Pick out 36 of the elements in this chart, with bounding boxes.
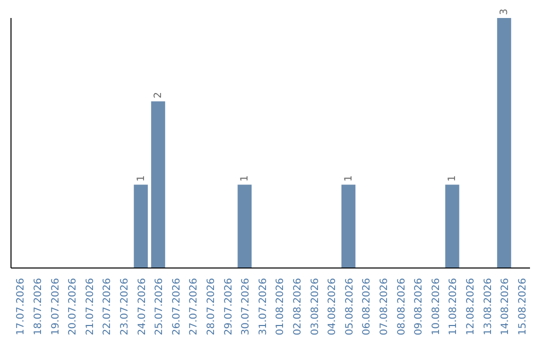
x-tick-label: 06.08.2026 xyxy=(362,278,373,336)
x-tick-label: 30.07.2026 xyxy=(240,278,252,336)
x-tick-label: 10.08.2026 xyxy=(430,278,442,336)
x-tick-label: 01.08.2026 xyxy=(275,278,286,336)
x-tick-label: 28.07.2026 xyxy=(206,278,217,336)
x-tick-label: 17.07.2026 xyxy=(16,278,27,336)
x-tick-label: 11.08.2026 xyxy=(448,278,460,336)
x-tick-label: 07.08.2026 xyxy=(378,278,390,336)
data-label: 1 xyxy=(240,175,251,182)
x-tick-label: 15.08.2026 xyxy=(517,278,528,336)
data-label: 3 xyxy=(499,8,510,15)
x-tick-label: 21.07.2026 xyxy=(84,278,96,336)
x-tick-label: 04.08.2026 xyxy=(327,278,338,336)
x-tick-label: 27.07.2026 xyxy=(188,278,200,336)
x-tick-label: 26.07.2026 xyxy=(171,278,182,336)
x-tick-label: 29.07.2026 xyxy=(223,278,234,336)
x-tick-label: 12.08.2026 xyxy=(465,278,476,336)
x-tick-label: 23.07.2026 xyxy=(119,278,130,336)
x-tick-label: 20.07.2026 xyxy=(68,278,79,336)
x-tick-label: 22.07.2026 xyxy=(102,278,114,336)
x-tick-label: 14.08.2026 xyxy=(500,278,512,336)
x-tick-label: 03.08.2026 xyxy=(310,278,321,336)
data-label: 1 xyxy=(136,175,147,182)
x-tick-label: 13.08.2026 xyxy=(482,278,494,336)
data-label: 1 xyxy=(343,175,354,182)
x-tick-label: 25.07.2026 xyxy=(154,278,166,336)
data-label: 1 xyxy=(447,175,458,182)
x-tick-label: 08.08.2026 xyxy=(396,278,408,336)
x-tick-label: 18.07.2026 xyxy=(32,278,44,336)
x-tick-label: 02.08.2026 xyxy=(292,278,304,336)
data-label: 2 xyxy=(153,92,164,98)
x-tick-label: 05.08.2026 xyxy=(344,278,356,336)
x-tick-label: 19.07.2026 xyxy=(50,278,62,336)
x-tick-label: 24.07.2026 xyxy=(136,278,148,336)
x-tick-label: 09.08.2026 xyxy=(414,278,425,336)
x-tick-label: 31.07.2026 xyxy=(258,278,269,336)
